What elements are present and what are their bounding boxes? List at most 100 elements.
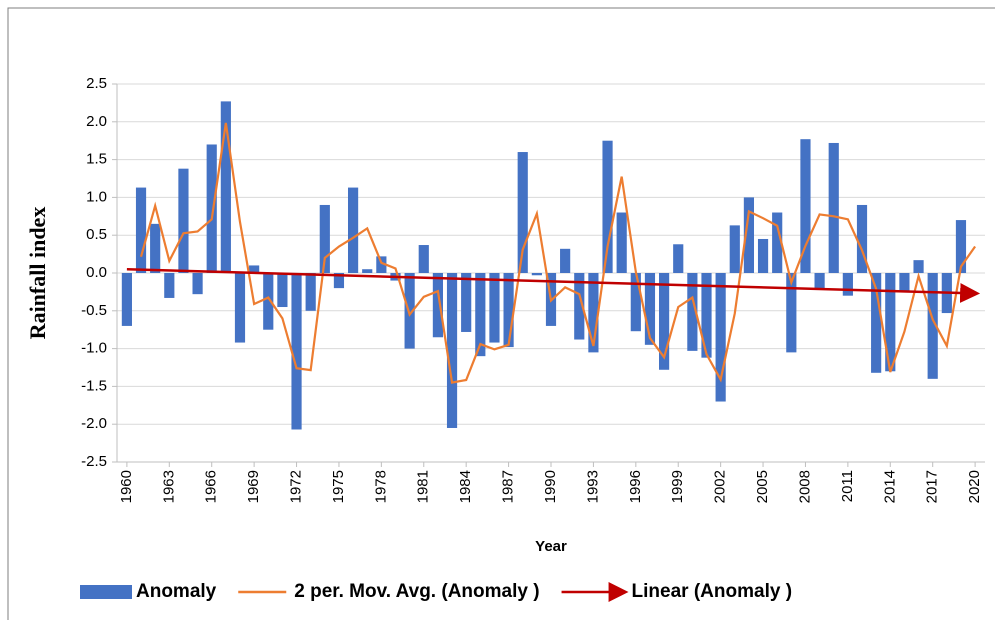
bar xyxy=(842,273,853,296)
bar xyxy=(404,273,415,349)
bar xyxy=(588,273,599,353)
bar xyxy=(192,273,203,295)
x-tick-label: 2020 xyxy=(966,470,983,503)
bar xyxy=(489,273,500,343)
x-tick-label: 2014 xyxy=(881,470,898,503)
y-tick-label: -1.5 xyxy=(81,377,107,394)
x-tick-label: 2011 xyxy=(839,470,856,502)
x-tick-label: 1966 xyxy=(203,470,220,503)
x-tick-label: 1996 xyxy=(627,470,644,503)
legend-label: Anomaly xyxy=(136,581,217,602)
y-tick-label: -2.0 xyxy=(81,415,107,432)
bar xyxy=(913,260,924,273)
bar xyxy=(871,273,882,373)
y-tick-label: 0.5 xyxy=(86,226,107,243)
x-tick-label: 2008 xyxy=(796,470,813,503)
x-tick-label: 1978 xyxy=(372,470,389,503)
x-tick-label: 1993 xyxy=(584,470,601,503)
bar xyxy=(630,273,641,332)
bar xyxy=(644,273,656,345)
bar xyxy=(786,273,797,353)
x-tick-label: 1960 xyxy=(118,470,135,503)
y-tick-label: 2.0 xyxy=(86,113,107,130)
bar xyxy=(291,273,302,430)
x-tick-label: 1987 xyxy=(500,470,517,503)
bar xyxy=(955,220,967,273)
bar xyxy=(560,248,571,273)
bar xyxy=(659,273,670,370)
y-tick-label: 1.0 xyxy=(86,188,107,205)
bar xyxy=(263,273,274,330)
bar xyxy=(899,273,910,292)
bar xyxy=(687,273,698,351)
bar xyxy=(376,256,387,273)
legend: Anomaly 2 per. Mov. Avg. (Anomaly ) Linear… xyxy=(80,581,792,602)
bar xyxy=(616,212,627,273)
legend-label: 2 per. Mov. Avg. (Anomaly ) xyxy=(294,581,539,602)
bar xyxy=(135,187,147,273)
bar xyxy=(475,273,486,357)
bar xyxy=(715,273,726,402)
y-axis-label: Rainfall index xyxy=(25,207,50,340)
x-tick-label: 1990 xyxy=(542,470,559,503)
bar xyxy=(249,265,260,273)
x-tick-label: 1999 xyxy=(669,470,686,503)
bar xyxy=(885,273,896,372)
bar xyxy=(234,273,246,343)
x-tick-label: 2002 xyxy=(712,470,729,503)
bar xyxy=(446,273,458,428)
x-tick-label: 2017 xyxy=(924,470,941,503)
y-tick-label: 2.5 xyxy=(86,75,107,92)
bar xyxy=(333,273,345,289)
bar xyxy=(362,269,373,273)
x-tick-label: 1969 xyxy=(245,470,262,503)
y-tick-label: -0.5 xyxy=(81,302,107,319)
bar xyxy=(757,238,769,273)
bar xyxy=(814,273,825,290)
bar xyxy=(729,225,740,273)
bar xyxy=(305,273,316,311)
x-tick-label: 1981 xyxy=(415,470,432,503)
bar xyxy=(574,273,585,340)
bar xyxy=(178,168,189,273)
bar xyxy=(743,197,755,273)
moving-average-line xyxy=(139,122,977,384)
x-tick-label: 1975 xyxy=(330,470,347,503)
x-tick-label: 1984 xyxy=(457,470,474,503)
bar xyxy=(602,140,613,273)
bar xyxy=(772,212,783,273)
bar xyxy=(206,144,217,273)
bar xyxy=(121,273,132,326)
bar xyxy=(856,204,868,273)
trend-line xyxy=(126,267,981,303)
bar xyxy=(347,187,359,273)
legend-label: Linear (Anomaly ) xyxy=(632,581,792,602)
y-tick-label: -2.5 xyxy=(81,453,107,470)
bar xyxy=(701,273,712,358)
bar xyxy=(150,223,161,273)
y-tick-label: 1.5 xyxy=(86,151,107,168)
x-tick-label: 2005 xyxy=(754,470,771,503)
bar xyxy=(673,244,684,273)
bar xyxy=(503,273,514,348)
x-tick-label: 1972 xyxy=(288,470,305,503)
bar xyxy=(828,142,839,273)
legend-swatch xyxy=(80,585,132,599)
bar xyxy=(461,273,472,332)
bar xyxy=(927,273,938,379)
bar xyxy=(432,273,443,338)
x-tick-label: 1963 xyxy=(160,470,177,503)
bar xyxy=(531,273,542,276)
bar xyxy=(800,139,811,273)
bar xyxy=(517,152,528,273)
bar xyxy=(220,101,231,273)
x-axis-label: Year xyxy=(535,538,567,555)
y-tick-label: 0.0 xyxy=(86,264,107,281)
bar xyxy=(164,273,175,298)
bar xyxy=(319,204,330,273)
chart-frame xyxy=(7,7,995,620)
y-tick-label: -1.0 xyxy=(81,340,107,357)
bar xyxy=(418,245,429,273)
